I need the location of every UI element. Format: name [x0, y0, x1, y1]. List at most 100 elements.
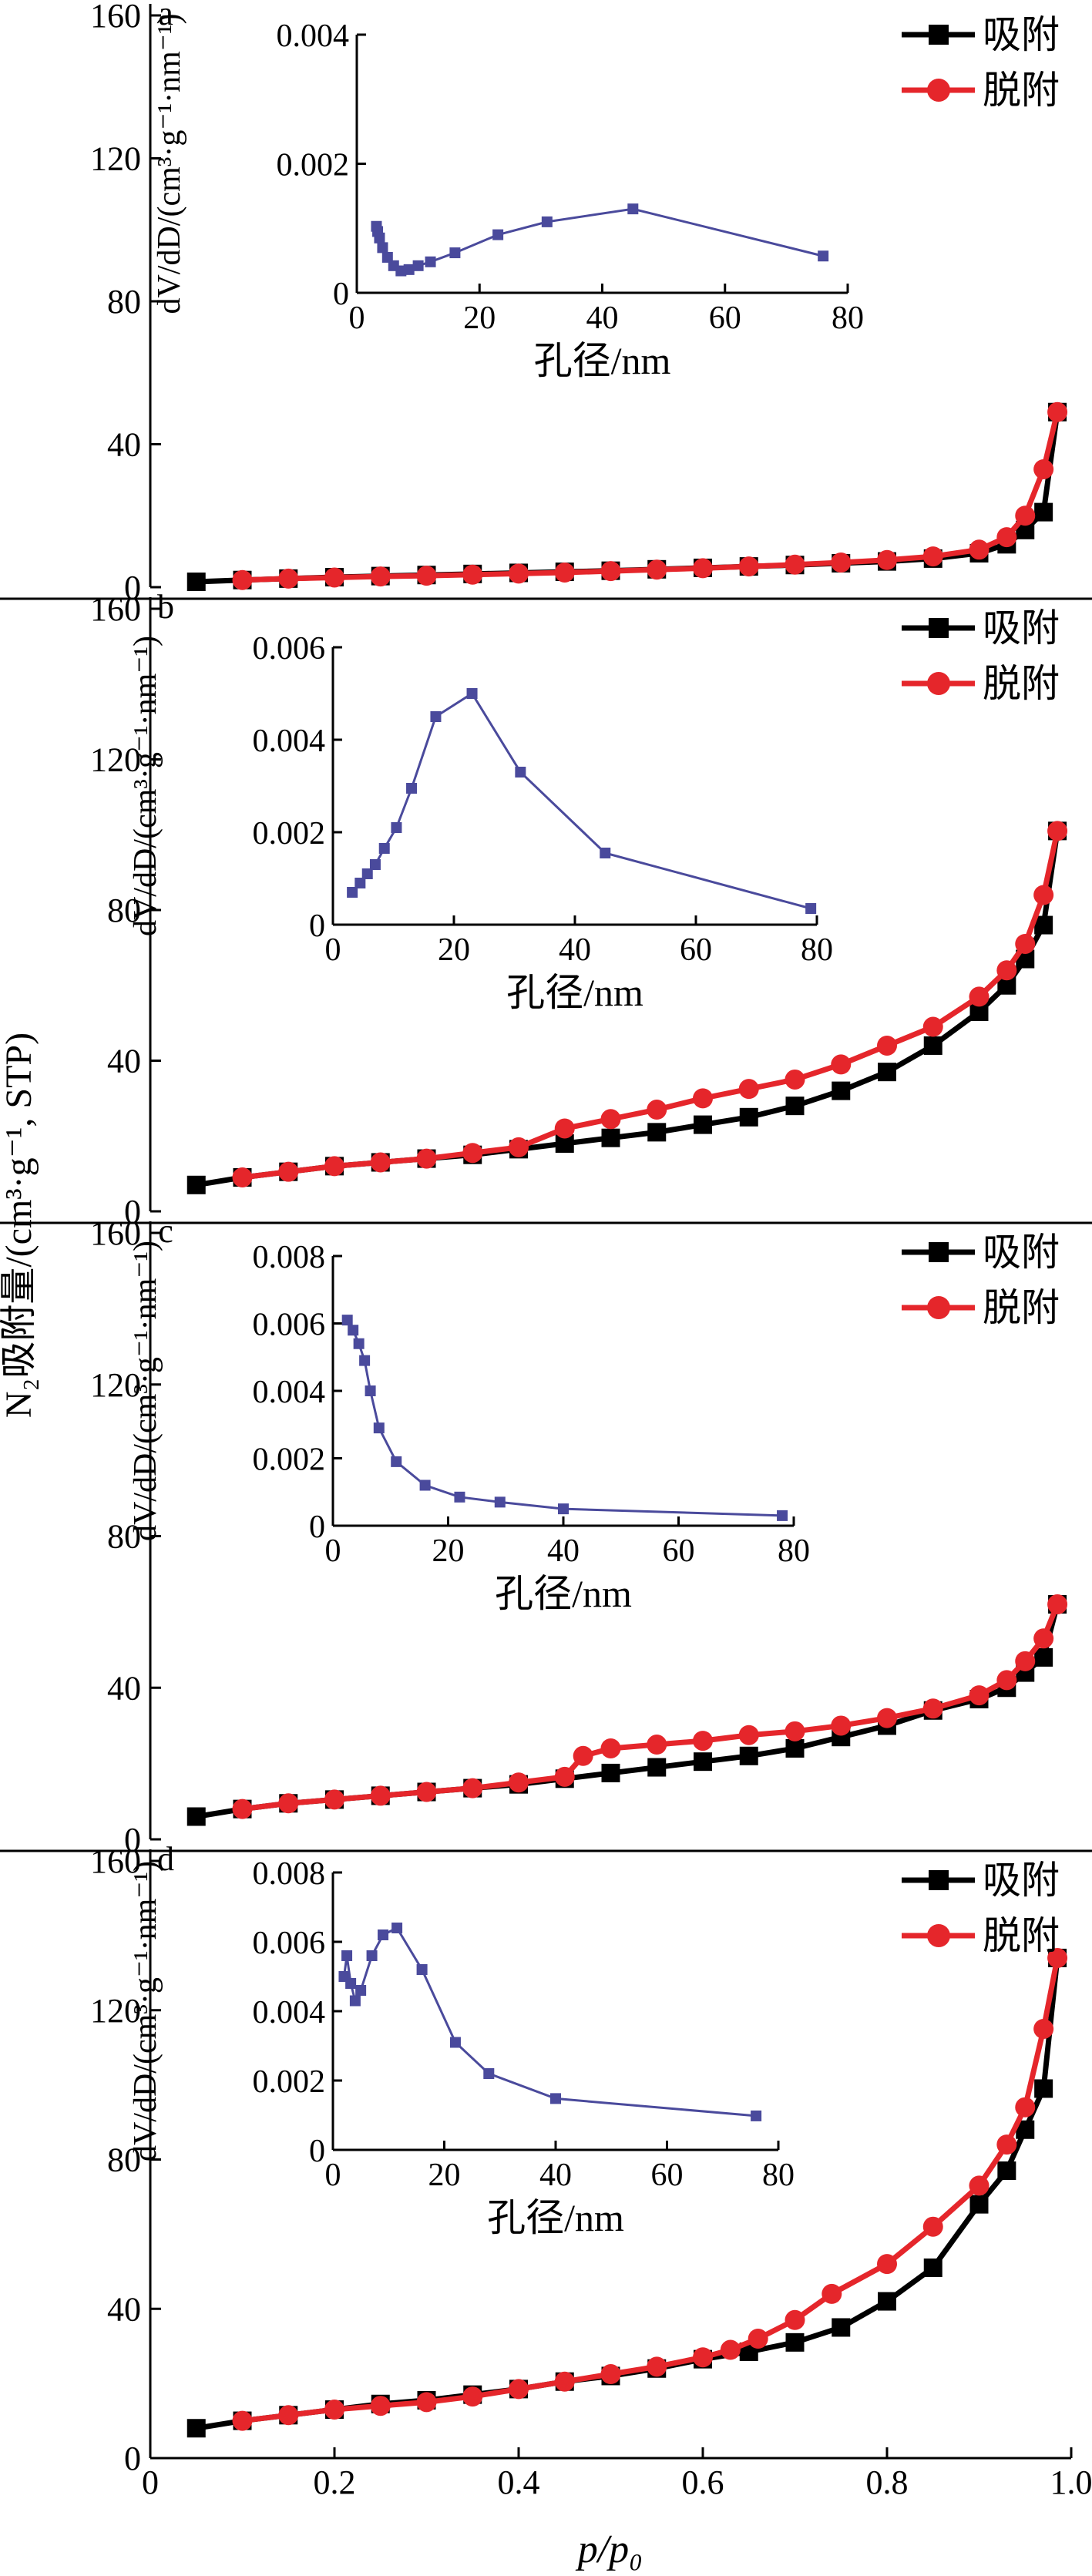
legend-label-adsorption: 吸附: [983, 1231, 1060, 1274]
desorption-point: [232, 2410, 253, 2431]
desorption-point: [785, 554, 805, 575]
desorption-point: [416, 2392, 437, 2413]
adsorption-point: [785, 1097, 805, 1116]
desorption-point: [324, 1156, 344, 1177]
desorption-point: [922, 2216, 943, 2237]
desorption-point: [1015, 505, 1036, 526]
inset-point: [347, 887, 358, 898]
desorption-point: [693, 558, 713, 579]
adsorption-point: [1034, 1647, 1053, 1667]
adsorption-point: [601, 1763, 620, 1782]
desorption-point: [1047, 1594, 1068, 1615]
panel-label: b: [157, 588, 174, 626]
desorption-point: [996, 960, 1017, 981]
inset-point: [483, 2068, 495, 2079]
inset-x-tick-label: 40: [547, 1533, 580, 1569]
inset-x-tick-label: 80: [778, 1533, 810, 1569]
inset-point: [558, 1503, 569, 1515]
desorption-point: [647, 559, 667, 580]
adsorption-point: [694, 1115, 712, 1134]
legend-label-desorption: 脱附: [983, 1286, 1060, 1329]
inset-point: [341, 1950, 353, 1961]
inset-y-tick-label: 0.002: [253, 816, 326, 851]
inset-point: [365, 1385, 376, 1396]
legend-label-desorption: 脱附: [983, 662, 1060, 705]
inset-point: [550, 2093, 561, 2104]
inset-point: [361, 868, 373, 879]
x-tick-label: 0.6: [682, 2463, 724, 2501]
inset-x-tick-label: 60: [651, 2158, 684, 2193]
legend-marker-desorption: [927, 79, 950, 102]
desorption-point: [693, 1088, 713, 1109]
inset-point: [354, 878, 366, 888]
x-tick-label: 0: [142, 2463, 159, 2501]
legend-marker-desorption: [927, 1924, 950, 1947]
desorption-point: [785, 2309, 805, 2330]
y-tick-label: 120: [90, 1366, 141, 1404]
x-tick-label: 0.2: [314, 2463, 356, 2501]
desorption-point: [996, 2134, 1017, 2155]
desorption-point: [324, 1789, 344, 1810]
adsorption-point: [969, 2195, 989, 2214]
inset-point: [341, 1315, 353, 1326]
inset-point: [391, 822, 402, 833]
inset-point: [494, 1496, 506, 1508]
panel-label: a: [158, 0, 173, 32]
legend-marker-adsorption: [929, 25, 949, 45]
y-tick-label: 80: [107, 2141, 141, 2179]
inset-chart: 0 0.002 0.004 0.006 0.008 0 20 40 60 80 孔径/nm dV/dD…: [128, 1240, 810, 1615]
desorption-point: [1047, 401, 1068, 422]
adsorption-point: [1034, 502, 1053, 522]
inset-x-tick-label: 40: [559, 932, 591, 968]
desorption-point: [1033, 2018, 1054, 2039]
desorption-point: [822, 2283, 842, 2304]
inset-background: [331, 647, 819, 925]
y-tick-label: 120: [90, 741, 141, 779]
desorption-point: [738, 1079, 759, 1100]
desorption-point: [278, 1793, 299, 1814]
adsorption-point: [923, 2258, 942, 2277]
inset-point: [425, 256, 436, 267]
desorption-point: [509, 1772, 529, 1793]
adsorption-point: [739, 1746, 758, 1765]
inset-point: [419, 1479, 431, 1491]
inset-x-tick-label: 20: [428, 2158, 461, 2193]
inset-y-label: dV/dD/(cm³·g⁻¹·nm⁻¹): [128, 1241, 163, 1541]
desorption-point: [509, 563, 529, 584]
desorption-point: [554, 1118, 575, 1139]
inset-x-label: 孔径/nm: [506, 971, 643, 1014]
desorption-point: [232, 1167, 253, 1188]
desorption-point: [600, 561, 621, 582]
inset-point: [355, 1985, 367, 1996]
inset-point: [374, 232, 385, 243]
desorption-point: [647, 2356, 667, 2377]
desorption-point: [370, 1152, 391, 1173]
inset-y-tick-label: 0.004: [253, 1995, 326, 2030]
adsorption-point: [878, 1063, 896, 1082]
desorption-point: [324, 567, 344, 588]
inset-point: [515, 767, 526, 778]
inset-y-tick-label: 0.002: [253, 1442, 326, 1478]
desorption-point: [996, 527, 1017, 548]
y-tick-label: 0: [124, 569, 141, 606]
desorption-point: [278, 568, 299, 589]
desorption-point: [462, 1143, 483, 1164]
y-tick-label: 0: [124, 1821, 141, 1859]
desorption-point: [370, 566, 391, 587]
y-tick-label: 80: [107, 1518, 141, 1556]
inset-x-tick-label: 60: [663, 1533, 695, 1569]
adsorption-point: [601, 1128, 620, 1147]
inset-background: [354, 35, 850, 293]
y-axis-title: N₂吸附量/(cm³·g⁻¹, STP): [0, 1033, 39, 1418]
adsorption-point: [186, 573, 206, 592]
inset-y-label: dV/dD/(cm³·g⁻¹·nm⁻¹): [128, 1861, 163, 2161]
desorption-point: [554, 2371, 575, 2392]
inset-point: [412, 260, 424, 271]
desorption-point: [738, 1725, 759, 1745]
legend-label-desorption: 脱附: [983, 69, 1060, 112]
inset-point: [349, 1995, 361, 2007]
